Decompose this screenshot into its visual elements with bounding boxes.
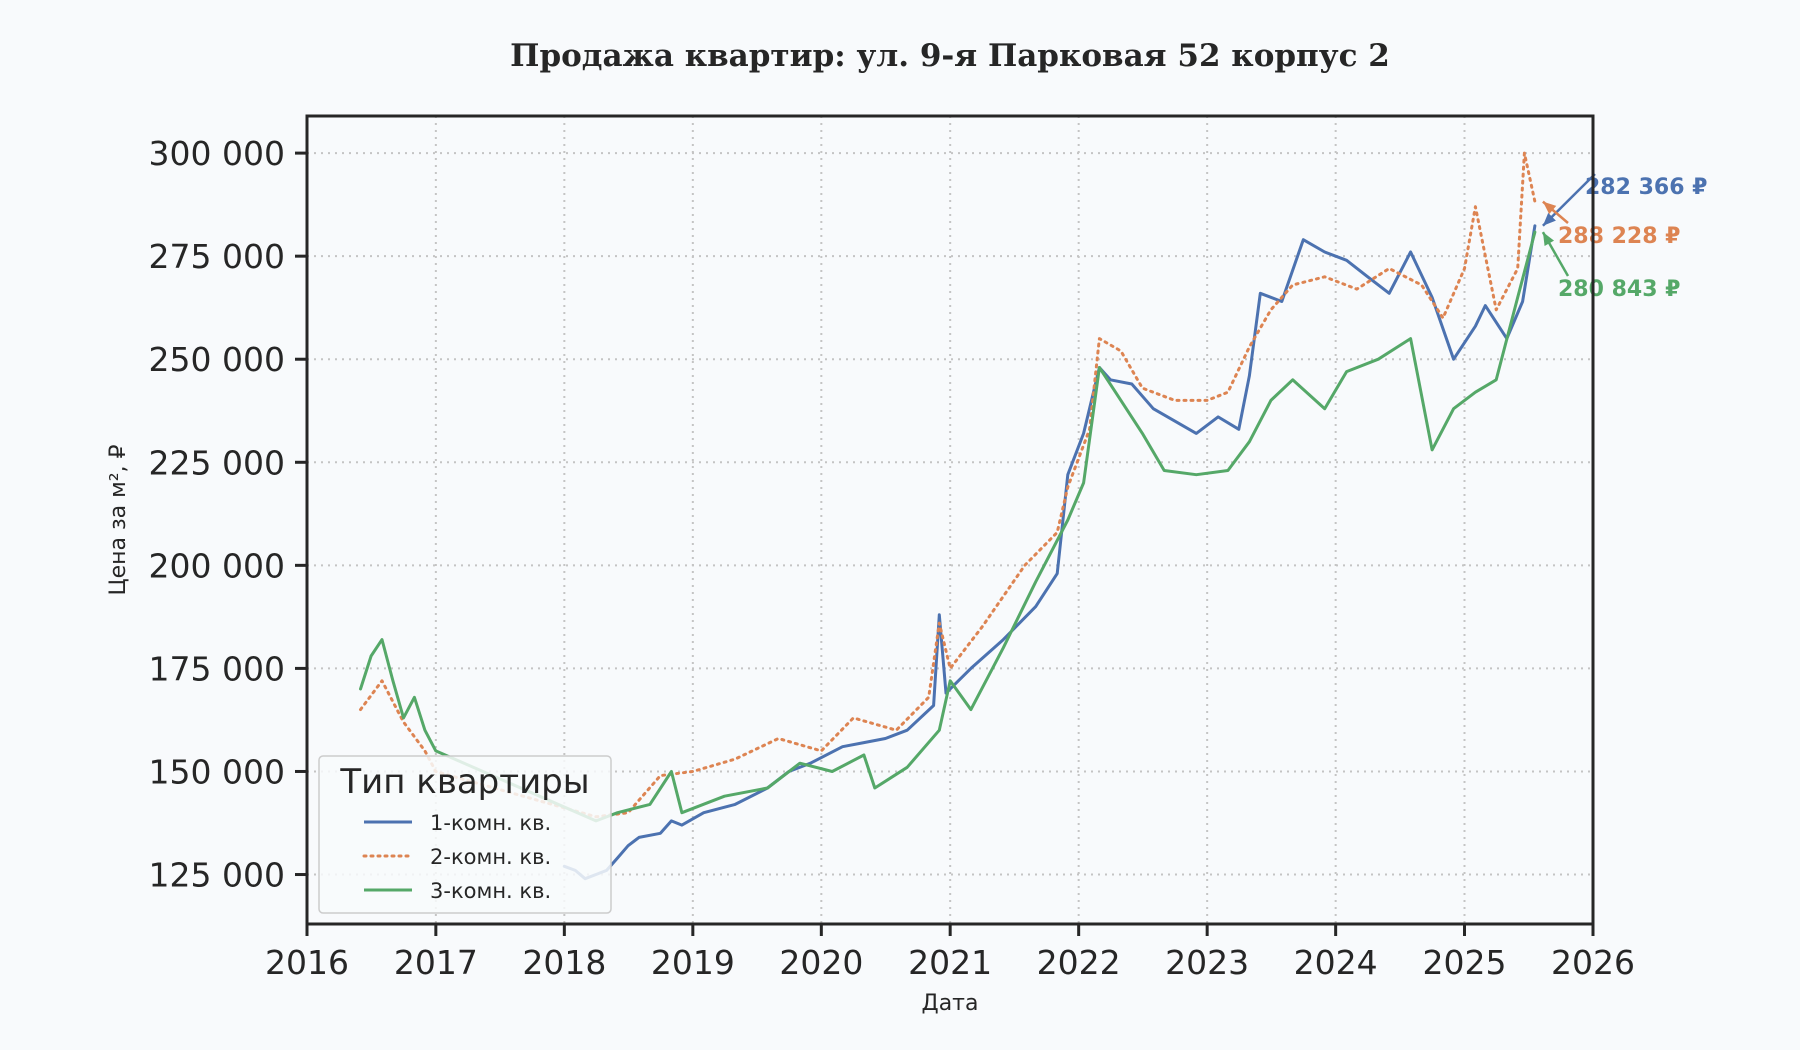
chart-title: Продажа квартир: ул. 9-я Парковая 52 кор…	[510, 38, 1390, 74]
y-tick-label: 250 000	[149, 340, 285, 379]
annotation-arrowhead-2	[1542, 201, 1557, 215]
legend-entry-2: 2-комн. кв.	[430, 845, 551, 869]
annotation-label-2: 288 228 ₽	[1558, 224, 1680, 249]
x-tick-label: 2022	[1037, 943, 1121, 982]
annotation-label-1: 282 366 ₽	[1585, 175, 1707, 200]
x-tick-label: 2023	[1165, 943, 1249, 982]
annotation-label-3: 280 843 ₽	[1558, 277, 1680, 302]
y-tick-label: 175 000	[149, 649, 285, 688]
x-tick-label: 2017	[394, 943, 478, 982]
x-tick-label: 2021	[908, 943, 992, 982]
x-tick-label: 2024	[1294, 943, 1378, 982]
x-axis-label: Дата	[922, 991, 979, 1016]
x-tick-label: 2020	[779, 943, 863, 982]
x-tick-label: 2019	[651, 943, 735, 982]
legend-entry-1: 1-комн. кв.	[430, 811, 551, 835]
annotation-arrowhead-3	[1542, 232, 1555, 246]
y-tick-label: 150 000	[149, 752, 285, 791]
annotation-arrowhead-1	[1542, 212, 1556, 226]
x-tick-label: 2026	[1551, 943, 1635, 982]
y-tick-label: 300 000	[149, 134, 285, 173]
annotations-layer: 282 366 ₽ 288 228 ₽ 280 843 ₽	[1541, 173, 1707, 302]
legend-entry-3: 3-комн. кв.	[430, 879, 551, 903]
y-tick-label: 200 000	[149, 546, 285, 585]
x-tick-label: 2025	[1423, 943, 1507, 982]
legend: Тип квартиры 1-комн. кв. 2-комн. кв. 3-к…	[318, 755, 612, 914]
y-tick-label: 125 000	[149, 856, 285, 895]
y-tick-label: 225 000	[149, 443, 285, 482]
x-axis: 2016 2017 2018 2019 2020 2021 2022 2023 2024 2025…	[265, 924, 1635, 982]
legend-box	[318, 755, 612, 914]
y-axis-label: Цена за м², ₽	[106, 444, 131, 595]
y-tick-label: 275 000	[149, 237, 285, 276]
y-axis: 125 000 150 000 175 000 200 000 225 000 250 0…	[149, 134, 307, 895]
legend-title: Тип квартиры	[339, 762, 589, 802]
x-tick-label: 2016	[265, 943, 349, 982]
x-tick-label: 2018	[522, 943, 606, 982]
series-line-1	[562, 224, 1537, 881]
